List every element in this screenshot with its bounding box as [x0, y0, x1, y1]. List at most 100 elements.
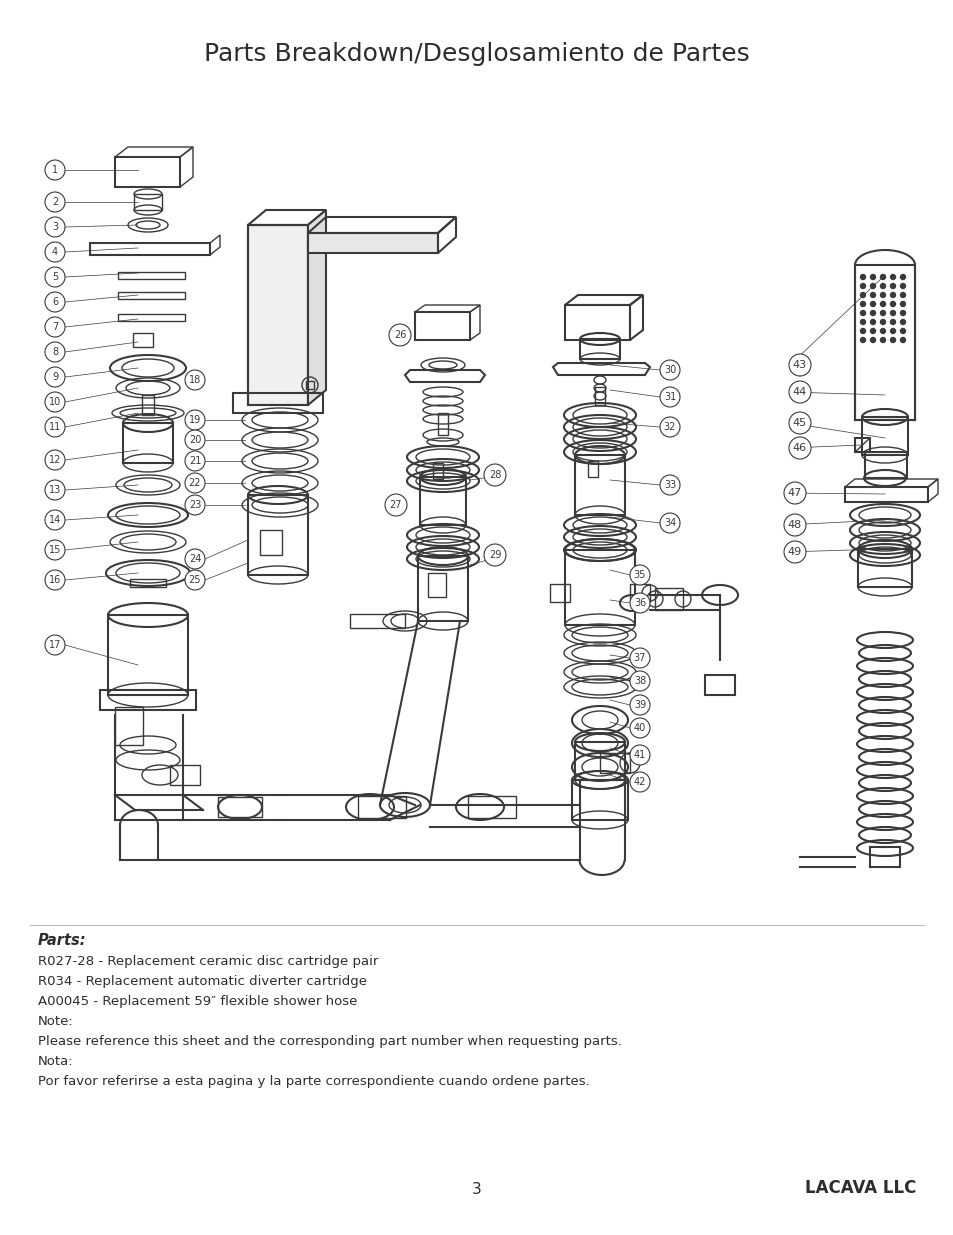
Circle shape [880, 274, 884, 279]
Text: 47: 47 [787, 488, 801, 498]
Text: 4: 4 [51, 247, 58, 257]
Bar [595, 387, 604, 405]
Bar [599, 753, 629, 773]
Text: R027-28 - Replacement ceramic disc cartridge pair: R027-28 - Replacement ceramic disc cartr… [38, 955, 378, 968]
Text: 6: 6 [51, 296, 58, 308]
Circle shape [889, 301, 895, 306]
Bar [468, 797, 516, 818]
Circle shape [880, 301, 884, 306]
Text: 1: 1 [51, 165, 58, 175]
Circle shape [900, 337, 904, 342]
Circle shape [900, 293, 904, 298]
Bar [854, 438, 869, 452]
Circle shape [783, 541, 805, 563]
Circle shape [869, 320, 875, 325]
Text: 44: 44 [792, 387, 806, 396]
Bar [575, 454, 624, 515]
Text: 9: 9 [51, 372, 58, 382]
Bar [130, 579, 166, 587]
Text: 7: 7 [51, 322, 58, 332]
Circle shape [659, 417, 679, 437]
Circle shape [45, 540, 65, 559]
Text: 12: 12 [49, 454, 61, 466]
Text: 18: 18 [189, 375, 201, 385]
Circle shape [45, 317, 65, 337]
Text: 45: 45 [792, 417, 806, 429]
Circle shape [869, 310, 875, 315]
Circle shape [788, 354, 810, 375]
Circle shape [880, 329, 884, 333]
Bar [417, 556, 468, 621]
Circle shape [900, 329, 904, 333]
Text: 11: 11 [49, 422, 61, 432]
Bar [564, 550, 635, 625]
Text: 23: 23 [189, 500, 201, 510]
Text: 34: 34 [663, 517, 676, 529]
Circle shape [45, 571, 65, 590]
Circle shape [880, 337, 884, 342]
Bar [579, 338, 619, 359]
Circle shape [483, 464, 505, 487]
Text: A00045 - Replacement 59″ flexible shower hose: A00045 - Replacement 59″ flexible shower… [38, 995, 357, 1008]
Circle shape [900, 274, 904, 279]
Bar [115, 706, 143, 745]
Circle shape [629, 593, 649, 613]
Text: 28: 28 [488, 471, 500, 480]
Circle shape [629, 648, 649, 668]
Circle shape [880, 284, 884, 289]
Polygon shape [248, 225, 308, 405]
Text: 38: 38 [633, 676, 645, 685]
Circle shape [880, 310, 884, 315]
Circle shape [185, 571, 205, 590]
Circle shape [629, 718, 649, 739]
Text: 32: 32 [663, 422, 676, 432]
Bar [864, 452, 906, 478]
Text: 10: 10 [49, 396, 61, 408]
Bar [629, 584, 649, 601]
Circle shape [889, 293, 895, 298]
Circle shape [629, 772, 649, 792]
Text: R034 - Replacement automatic diverter cartridge: R034 - Replacement automatic diverter ca… [38, 974, 367, 988]
Text: 21: 21 [189, 456, 201, 466]
Text: 31: 31 [663, 391, 676, 403]
Text: 35: 35 [633, 571, 645, 580]
Bar [857, 550, 911, 587]
Text: 33: 33 [663, 480, 676, 490]
Text: 29: 29 [488, 550, 500, 559]
Text: 37: 37 [633, 653, 645, 663]
Circle shape [45, 342, 65, 362]
Circle shape [889, 274, 895, 279]
Bar [704, 676, 734, 695]
Bar [218, 797, 262, 818]
Circle shape [783, 482, 805, 504]
Circle shape [185, 430, 205, 450]
Circle shape [45, 510, 65, 530]
Text: 8: 8 [51, 347, 58, 357]
Bar [260, 530, 282, 555]
Polygon shape [308, 210, 326, 405]
Text: 2: 2 [51, 198, 58, 207]
Bar [123, 424, 172, 463]
Text: 15: 15 [49, 545, 61, 555]
Text: 27: 27 [390, 500, 402, 510]
Bar [170, 764, 200, 785]
Bar [869, 847, 899, 867]
Circle shape [45, 161, 65, 180]
Circle shape [889, 320, 895, 325]
Circle shape [45, 242, 65, 262]
Circle shape [185, 473, 205, 493]
Text: 22: 22 [189, 478, 201, 488]
Circle shape [889, 329, 895, 333]
Circle shape [629, 745, 649, 764]
Text: 46: 46 [792, 443, 806, 453]
Circle shape [45, 367, 65, 387]
Circle shape [788, 437, 810, 459]
Circle shape [185, 550, 205, 569]
Circle shape [889, 284, 895, 289]
Text: 3: 3 [472, 1182, 481, 1197]
Bar [142, 395, 153, 415]
Text: 20: 20 [189, 435, 201, 445]
Text: 40: 40 [633, 722, 645, 734]
Text: 39: 39 [633, 700, 645, 710]
Text: 24: 24 [189, 555, 201, 564]
